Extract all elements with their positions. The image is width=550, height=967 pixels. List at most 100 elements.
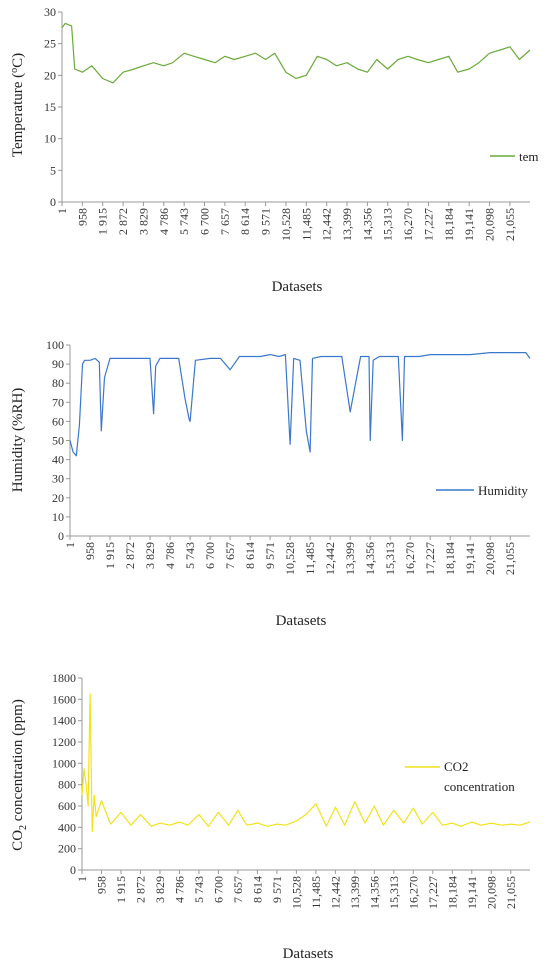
co2-y-axis-label: CO2 concentration (ppm) — [10, 699, 29, 851]
co2-x-tick-label: 15,313 — [387, 876, 401, 909]
co2-y-tick-label: 1000 — [52, 756, 76, 770]
temperature-x-tick-label: 9 571 — [259, 208, 273, 235]
humidity-y-tick-label: 90 — [52, 357, 64, 371]
temperature-x-tick-label: 4 786 — [157, 208, 171, 235]
temperature-x-tick-label: 8 614 — [238, 208, 252, 235]
humidity-x-tick-label: 21,055 — [503, 542, 517, 575]
co2-y-tick-label: 1200 — [52, 735, 76, 749]
co2-x-tick-label: 7 657 — [231, 876, 245, 903]
humidity-x-tick-label: 8 614 — [243, 542, 257, 569]
co2-y-tick-label: 800 — [58, 778, 76, 792]
humidity-x-tick-label: 10,528 — [283, 542, 297, 575]
humidity-y-tick-label: 20 — [52, 491, 64, 505]
temperature-x-tick-label: 11,485 — [299, 208, 313, 241]
humidity-y-tick-label: 10 — [52, 510, 64, 524]
co2-x-tick-label: 20,098 — [484, 876, 498, 909]
temperature-x-tick-label: 18,184 — [442, 208, 456, 241]
co2-x-tick-label: 5 743 — [192, 876, 206, 903]
co2-x-tick-label: 16,270 — [406, 876, 420, 909]
co2-x-tick-label: 12,442 — [328, 876, 342, 909]
co2-x-tick-label: 958 — [94, 876, 108, 894]
temperature-x-tick-label: 20,098 — [483, 208, 497, 241]
humidity-x-tick-label: 13,399 — [343, 542, 357, 575]
co2-x-tick-label: 18,184 — [445, 876, 459, 909]
co2-y-tick-label: 1600 — [52, 692, 76, 706]
temperature-y-tick-label: 10 — [44, 132, 56, 146]
temperature-x-tick-label: 10,528 — [279, 208, 293, 241]
temperature-series-line — [61, 22, 531, 84]
temperature-x-tick-label: 1 — [55, 208, 69, 214]
co2-x-tick-label: 3 829 — [153, 876, 167, 903]
humidity-y-tick-label: 40 — [52, 453, 64, 467]
co2-x-tick-label: 6 700 — [211, 876, 225, 903]
temperature-legend-label: tem — [519, 149, 539, 164]
temperature-y-tick-label: 25 — [44, 37, 56, 51]
humidity-legend-label: Humidity — [478, 483, 528, 498]
humidity-x-tick-label: 12,442 — [323, 542, 337, 575]
co2-y-tick-label: 0 — [70, 863, 76, 877]
humidity-x-tick-label: 9 571 — [263, 542, 277, 569]
humidity-y-tick-label: 100 — [46, 338, 64, 352]
humidity-y-tick-label: 80 — [52, 376, 64, 390]
co2-y-tick-label: 400 — [58, 820, 76, 834]
temperature-x-tick-label: 19,141 — [462, 208, 476, 241]
humidity-x-tick-label: 958 — [83, 542, 97, 560]
co2-x-axis-label: Datasets — [283, 946, 334, 962]
temperature-y-tick-label: 15 — [44, 100, 56, 114]
temperature-y-tick-label: 0 — [50, 195, 56, 209]
temperature-x-tick-label: 12,442 — [320, 208, 334, 241]
humidity-x-axis-label: Datasets — [276, 613, 327, 629]
humidity-x-tick-label: 4 786 — [163, 542, 177, 569]
humidity-series-line — [69, 352, 531, 457]
humidity-y-tick-label: 0 — [58, 529, 64, 543]
humidity-y-tick-label: 70 — [52, 395, 64, 409]
co2-y-tick-label: 200 — [58, 842, 76, 856]
temperature-chart: Temperature (oC) Datasets tem 0 5 10 15 20 25… — [9, 5, 539, 295]
co2-x-tick-label: 1 915 — [114, 876, 128, 903]
temperature-y-axis-label: Temperature (oC) — [9, 53, 26, 157]
humidity-y-tick-label: 50 — [52, 434, 64, 448]
co2-x-tick-label: 13,399 — [348, 876, 362, 909]
co2-x-tick-label: 19,141 — [465, 876, 479, 909]
temperature-y-tick-label: 20 — [44, 68, 56, 82]
humidity-x-tick-label: 3 829 — [143, 542, 157, 569]
co2-legend-label-line2: concentration — [444, 779, 515, 794]
temperature-x-tick-label: 14,356 — [360, 208, 374, 241]
temperature-x-tick-label: 6 700 — [198, 208, 212, 235]
co2-chart: CO2 concentration (ppm) Datasets CO2 con… — [10, 671, 531, 962]
humidity-x-tick-label: 18,184 — [443, 542, 457, 575]
temperature-y-tick-label: 5 — [50, 163, 56, 177]
co2-y-tick-label: 1400 — [52, 714, 76, 728]
co2-x-tick-label: 21,055 — [504, 876, 518, 909]
co2-x-tick-label: 14,356 — [367, 876, 381, 909]
humidity-x-tick-label: 11,485 — [303, 542, 317, 575]
co2-x-tick-label: 1 — [75, 876, 89, 882]
temperature-x-tick-label: 16,270 — [401, 208, 415, 241]
temperature-x-tick-label: 2 872 — [116, 208, 130, 235]
co2-legend-label-line1: CO2 — [444, 759, 469, 774]
co2-y-tick-label: 600 — [58, 799, 76, 813]
temperature-y-tick-label: 30 — [44, 5, 56, 19]
temperature-x-tick-label: 15,313 — [381, 208, 395, 241]
humidity-x-tick-label: 1 — [63, 542, 77, 548]
temperature-x-tick-label: 958 — [75, 208, 89, 226]
co2-x-tick-label: 9 571 — [270, 876, 284, 903]
humidity-x-tick-label: 17,227 — [423, 542, 437, 575]
co2-x-tick-label: 8 614 — [250, 876, 264, 903]
temperature-x-tick-label: 17,227 — [421, 208, 435, 241]
humidity-y-axis-label: Humidity (%RH) — [10, 388, 26, 493]
temperature-x-axis-label: Datasets — [272, 279, 323, 295]
co2-x-tick-label: 2 872 — [133, 876, 147, 903]
co2-x-tick-label: 10,528 — [289, 876, 303, 909]
humidity-x-tick-label: 15,313 — [383, 542, 397, 575]
humidity-y-tick-label: 60 — [52, 414, 64, 428]
humidity-x-tick-label: 20,098 — [483, 542, 497, 575]
temperature-x-tick-label: 21,055 — [503, 208, 517, 241]
temperature-x-tick-label: 5 743 — [177, 208, 191, 235]
co2-y-tick-label: 1800 — [52, 671, 76, 685]
humidity-x-tick-label: 19,141 — [463, 542, 477, 575]
humidity-x-tick-label: 14,356 — [363, 542, 377, 575]
humidity-x-tick-label: 5 743 — [183, 542, 197, 569]
temperature-x-tick-label: 3 829 — [136, 208, 150, 235]
